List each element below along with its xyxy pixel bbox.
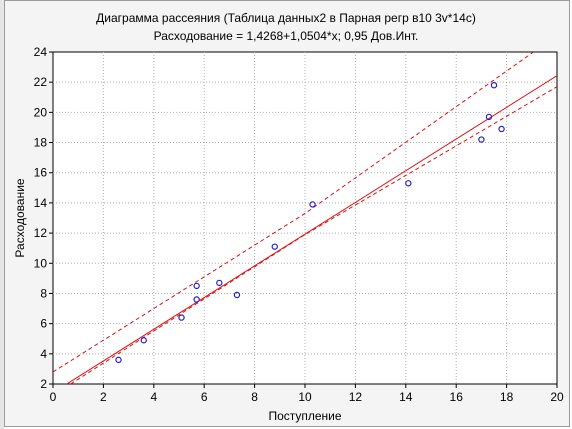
x-tick-label: 4 [150,390,157,404]
y-tick-label: 18 [34,136,48,150]
left-window-edge [0,0,4,429]
x-axis-label: Поступление [268,409,341,423]
chart-title: Диаграмма рассеяния (Таблица данных2 в П… [96,11,476,25]
plot-content [53,52,557,384]
x-tick-label: 18 [500,390,514,404]
confidence-upper-line [53,52,535,373]
x-tick-label: 0 [50,390,57,404]
y-tick-label: 8 [40,286,47,300]
data-point [485,113,493,121]
y-tick-label: 20 [34,105,48,119]
y-tick-label: 10 [34,256,48,270]
x-tick-label: 14 [399,390,413,404]
y-tick-label: 16 [34,166,48,180]
data-point [233,291,241,299]
x-tick-label: 8 [251,390,258,404]
x-tick-label: 6 [201,390,208,404]
data-point [216,279,223,287]
chart-subtitle: Расходование = 1,4268+1,0504*x; 0,95 Дов… [154,29,419,43]
x-tick-label: 2 [100,390,107,404]
x-tick-label: 20 [550,390,564,404]
y-tick-label: 6 [40,317,47,331]
data-point [478,136,485,143]
data-point [178,314,185,321]
data-point [309,201,316,208]
y-tick-label: 24 [34,45,48,59]
y-tick-label: 22 [34,75,48,89]
data-point [115,356,122,364]
y-tick-label: 12 [34,226,48,240]
y-tick-label: 14 [34,196,48,210]
data-point [193,282,200,290]
data-point [490,81,498,89]
grid [53,52,557,384]
data-point [271,243,278,250]
x-tick-label: 16 [450,390,464,404]
confidence-lower-line [70,86,557,384]
data-point [140,337,147,344]
data-point [193,296,200,303]
y-tick-label: 2 [40,377,47,391]
y-axis-label: Расходование [13,178,27,257]
y-tick-label: 4 [40,347,47,361]
x-tick-label: 10 [298,390,312,404]
x-tick-label: 12 [349,390,363,404]
data-point [405,180,412,187]
data-point [498,125,505,133]
regression-line [65,75,557,384]
